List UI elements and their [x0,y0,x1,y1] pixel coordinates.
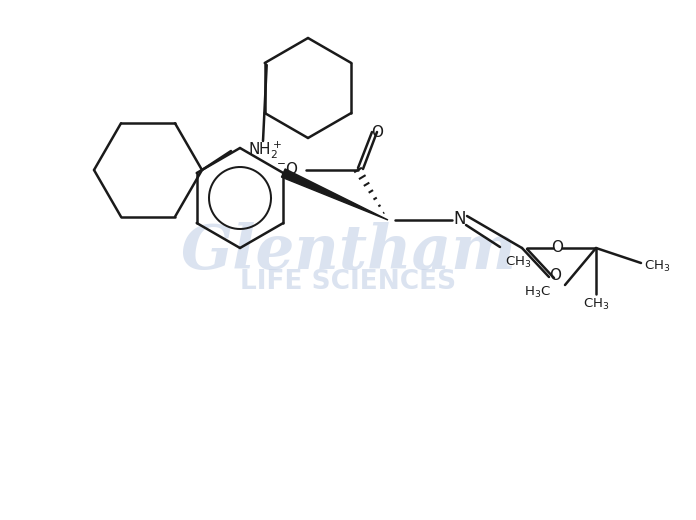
Text: N: N [454,210,466,228]
Text: $^{-}$O: $^{-}$O [276,161,299,177]
Text: CH$_3$: CH$_3$ [583,297,609,312]
Text: H$_3$C: H$_3$C [524,284,551,300]
Polygon shape [281,169,388,220]
Text: CH$_3$: CH$_3$ [505,254,532,269]
Text: CH$_3$: CH$_3$ [644,258,670,274]
Text: O: O [551,240,563,254]
Text: LIFE SCIENCES: LIFE SCIENCES [240,269,456,295]
Text: NH$_2^+$: NH$_2^+$ [248,139,283,161]
Text: Glentham: Glentham [180,222,516,282]
Text: O: O [371,125,383,140]
Text: O: O [549,268,561,283]
